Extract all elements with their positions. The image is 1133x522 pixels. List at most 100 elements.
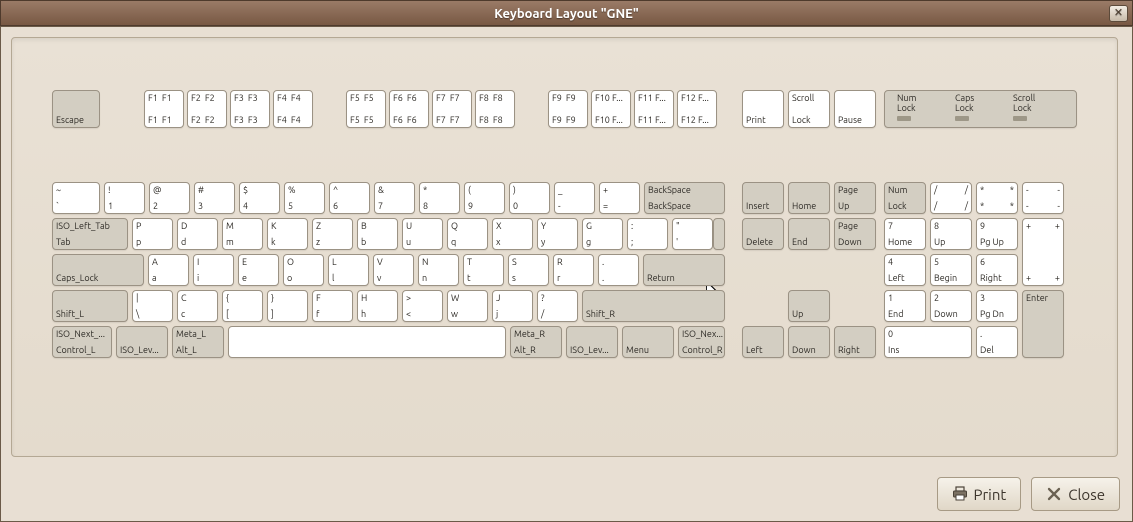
key-numpad-6[interactable]: 6Right <box>976 254 1018 286</box>
key-down[interactable]: Down <box>788 326 830 358</box>
key-f6[interactable]: F6 F6F6 F6 <box>389 90 429 128</box>
key-escape[interactable]: Escape <box>52 90 100 128</box>
key-numpad-slash[interactable]: //// <box>930 182 972 214</box>
key-row1-1[interactable]: !1 <box>104 182 145 214</box>
key-row3-10[interactable]: .. <box>598 254 639 286</box>
key-row2-6[interactable]: Uu <box>402 218 443 250</box>
key-menu[interactable]: Menu <box>622 326 674 358</box>
key-row2-10[interactable]: Gg <box>582 218 623 250</box>
key-row3-9[interactable]: Rr <box>553 254 594 286</box>
key-f5[interactable]: F5 F5F5 F5 <box>346 90 386 128</box>
key-row3-8[interactable]: Ss <box>508 254 549 286</box>
print-button[interactable]: Print <box>937 477 1022 511</box>
key-numpad-3[interactable]: 3Pg Dn <box>976 290 1018 322</box>
key-row1-10[interactable]: )0 <box>509 182 550 214</box>
key-row1-3[interactable]: #3 <box>194 182 235 214</box>
key-numpad-enter[interactable]: Enter <box>1022 290 1064 358</box>
key-scroll-lock[interactable]: ScrollLock <box>788 90 830 128</box>
key-row1-4[interactable]: $4 <box>239 182 280 214</box>
key-row2-8[interactable]: Xx <box>492 218 533 250</box>
key-numpad-7[interactable]: 7Home <box>884 218 926 250</box>
key-f9[interactable]: F9 F9F9 F9 <box>548 90 588 128</box>
key-f1[interactable]: F1 F1F1 F1 <box>144 90 184 128</box>
key-numpad-5[interactable]: 5Begin <box>930 254 972 286</box>
key-f12[interactable]: F12 F...F12 F... <box>677 90 717 128</box>
key-row1-7[interactable]: &7 <box>374 182 415 214</box>
key-f11[interactable]: F11 F...F11 F... <box>634 90 674 128</box>
key-row3-3[interactable]: Oo <box>283 254 324 286</box>
key-row4-9[interactable]: ?/ <box>537 290 578 322</box>
key-f10[interactable]: F10 F...F10 F... <box>591 90 631 128</box>
key-row2-4[interactable]: Zz <box>312 218 353 250</box>
key-alt-left[interactable]: Meta_LAlt_L <box>172 326 224 358</box>
key-row2-0[interactable]: Pp <box>132 218 173 250</box>
key-row4-6[interactable]: >< <box>402 290 443 322</box>
key-numpad-9[interactable]: 9Pg Up <box>976 218 1018 250</box>
key-row4-3[interactable]: }] <box>267 290 308 322</box>
key-tab[interactable]: ISO_Left_TabTab <box>52 218 128 250</box>
key-alt-right[interactable]: Meta_RAlt_R <box>510 326 562 358</box>
key-insert[interactable]: Insert <box>742 182 784 214</box>
key-numpad-1[interactable]: 1End <box>884 290 926 322</box>
key-row2-2[interactable]: Mm <box>222 218 263 250</box>
key-row2-1[interactable]: Dd <box>177 218 218 250</box>
key-iso-level3-right[interactable]: ISO_Lev... <box>566 326 618 358</box>
key-numpad-0[interactable]: 0Ins <box>884 326 972 358</box>
key-home[interactable]: Home <box>788 182 830 214</box>
window-close-button[interactable]: ✕ <box>1109 5 1128 22</box>
key-pause[interactable]: Pause <box>834 90 876 128</box>
key-row1-5[interactable]: %5 <box>284 182 325 214</box>
key-row3-4[interactable]: Ll <box>328 254 369 286</box>
key-left[interactable]: Left <box>742 326 784 358</box>
key-print-screen[interactable]: Print <box>742 90 784 128</box>
key-row1-2[interactable]: @2 <box>149 182 190 214</box>
key-row4-7[interactable]: Ww <box>447 290 488 322</box>
key-row4-8[interactable]: Jj <box>492 290 533 322</box>
key-shift-left[interactable]: Shift_L <box>52 290 128 322</box>
key-row2-9[interactable]: Yy <box>537 218 578 250</box>
key-row1-9[interactable]: (9 <box>464 182 505 214</box>
key-up[interactable]: Up <box>788 290 830 322</box>
key-page-down[interactable]: PageDown <box>834 218 876 250</box>
key-row2-5[interactable]: Bb <box>357 218 398 250</box>
key-numpad-2[interactable]: 2Down <box>930 290 972 322</box>
key-numpad-minus[interactable]: ---- <box>1022 182 1064 214</box>
key-numpad-dot[interactable]: .Del <box>976 326 1018 358</box>
key-row1-12[interactable]: += <box>599 182 640 214</box>
key-end[interactable]: End <box>788 218 830 250</box>
key-iso-level3-left[interactable]: ISO_Lev... <box>116 326 168 358</box>
key-delete[interactable]: Delete <box>742 218 784 250</box>
key-row3-6[interactable]: Nn <box>418 254 459 286</box>
key-return[interactable]: Return <box>643 254 725 286</box>
key-page-up[interactable]: PageUp <box>834 182 876 214</box>
key-row1-8[interactable]: *8 <box>419 182 460 214</box>
key-row3-5[interactable]: Vv <box>373 254 414 286</box>
key-control-left[interactable]: ISO_Next_...Control_L <box>52 326 112 358</box>
close-button[interactable]: Close <box>1031 477 1120 511</box>
key-caps-lock[interactable]: Caps_Lock <box>52 254 144 286</box>
key-row3-2[interactable]: Ee <box>238 254 279 286</box>
key-row2-12[interactable]: "' <box>672 218 713 250</box>
key-row4-5[interactable]: Hh <box>357 290 398 322</box>
key-row2-11[interactable]: :; <box>627 218 668 250</box>
key-numpad-4[interactable]: 4Left <box>884 254 926 286</box>
key-f2[interactable]: F2 F2F2 F2 <box>187 90 227 128</box>
key-control-right[interactable]: ISO_Nex...Control_R <box>678 326 725 358</box>
key-return-stub[interactable] <box>713 218 725 250</box>
key-row4-1[interactable]: Cc <box>177 290 218 322</box>
key-f8[interactable]: F8 F8F8 F8 <box>475 90 515 128</box>
key-grave[interactable]: ~` <box>52 182 100 214</box>
key-row2-3[interactable]: Kk <box>267 218 308 250</box>
key-row3-7[interactable]: Tt <box>463 254 504 286</box>
key-row4-4[interactable]: Ff <box>312 290 353 322</box>
key-shift-right[interactable]: Shift_R <box>582 290 725 322</box>
key-f7[interactable]: F7 F7F7 F7 <box>432 90 472 128</box>
key-right[interactable]: Right <box>834 326 876 358</box>
key-numpad-star[interactable]: **** <box>976 182 1018 214</box>
key-num-lock[interactable]: NumLock <box>884 182 926 214</box>
key-row4-0[interactable]: |\ <box>132 290 173 322</box>
key-backspace[interactable]: BackSpaceBackSpace <box>644 182 725 214</box>
key-row1-6[interactable]: ^6 <box>329 182 370 214</box>
key-row2-7[interactable]: Qq <box>447 218 488 250</box>
key-f3[interactable]: F3 F3F3 F3 <box>230 90 270 128</box>
